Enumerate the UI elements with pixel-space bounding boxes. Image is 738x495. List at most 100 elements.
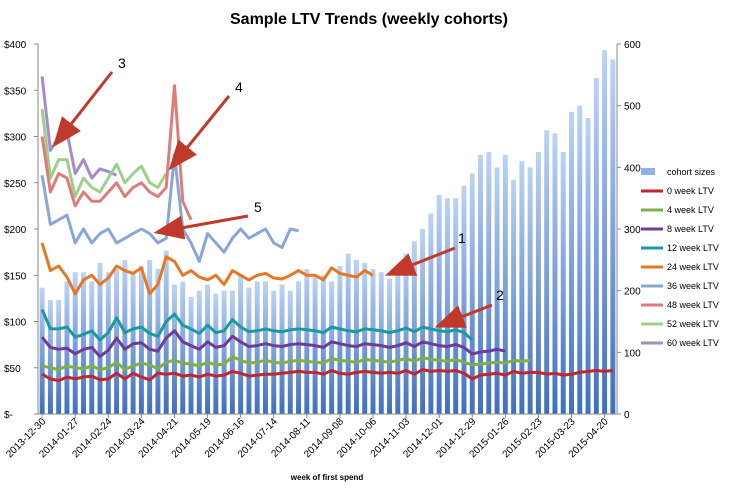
annotation-arrow-3: [52, 71, 114, 148]
cohort-size-bar: [370, 269, 376, 414]
60-week-ltv-line: [40, 76, 118, 180]
cohort-size-bar: [585, 118, 591, 414]
52-week-ltv-line: [40, 108, 168, 199]
legend-entry-12-week-ltv: 12 week LTV: [667, 243, 719, 253]
cohort-size-bar: [428, 213, 434, 414]
cohort-size-bar: [420, 229, 426, 414]
cohort-size-bar: [238, 275, 244, 414]
cohort-size-bar: [527, 167, 533, 414]
annotation-arrow-5: [153, 214, 249, 240]
cohort-size-bar: [378, 272, 384, 414]
left-tick-label: $350: [4, 86, 27, 97]
cohort-size-bar: [345, 253, 351, 414]
cohort-size-bar: [47, 299, 53, 414]
cohort-size-bar: [246, 287, 252, 414]
x-axis-label: week of first spend: [290, 473, 364, 482]
cohort-size-bar: [519, 161, 525, 414]
right-tick-label: 500: [624, 102, 641, 113]
cohort-size-bar: [287, 290, 293, 414]
legend-swatch-cohort-sizes: [641, 168, 655, 175]
cohort-size-bar: [205, 284, 211, 414]
0-week-ltv-line: [41, 368, 614, 383]
cohort-size-bar: [478, 155, 484, 414]
cohort-size-bar: [171, 284, 177, 414]
annotation-label-4: 4: [235, 79, 243, 95]
cohort-size-bar: [403, 253, 409, 414]
legend-entry-48-week-ltv: 48 week LTV: [667, 300, 719, 310]
cohort-size-bar: [544, 130, 550, 415]
annotation-label-3: 3: [118, 55, 126, 71]
right-tick-label: 400: [624, 163, 641, 174]
cohort-size-bar: [511, 179, 517, 414]
cohort-size-bar: [105, 272, 111, 414]
right-tick-label: 200: [624, 287, 641, 298]
annotation-label-2: 2: [496, 287, 504, 303]
cohort-size-bar: [114, 269, 120, 414]
cohort-size-bar: [362, 262, 368, 414]
4-week-ltv-line: [41, 355, 531, 372]
48-week-ltv-line: [40, 84, 193, 221]
cohort-size-bar: [296, 281, 302, 414]
annotation-arrow-1: [384, 246, 456, 276]
cohort-size-bar: [560, 151, 566, 414]
cohort-size-bar: [188, 296, 194, 414]
right-tick-label: 0: [624, 410, 630, 421]
cohort-size-bar: [552, 133, 558, 414]
cohort-size-bar: [122, 259, 128, 414]
cohort-size-bar: [254, 281, 260, 414]
cohort-size-bar: [180, 281, 186, 414]
cohort-size-bar: [56, 299, 62, 414]
cohort-size-bar: [138, 266, 144, 414]
cohort-size-bar: [353, 259, 359, 414]
cohort-size-bar: [337, 266, 343, 414]
right-tick-label: 600: [624, 40, 641, 51]
right-tick-label: 100: [624, 348, 641, 359]
cohort-size-bar: [229, 290, 235, 414]
annotation-label-5: 5: [254, 199, 262, 215]
legend-entry-52-week-ltv: 52 week LTV: [667, 319, 719, 329]
left-tick-label: $50: [4, 364, 21, 375]
cohort-size-bar: [444, 198, 450, 414]
cohort-size-bar: [593, 77, 599, 415]
cohort-size-bar: [39, 287, 45, 414]
left-tick-label: $250: [4, 179, 27, 190]
cohort-size-bar: [411, 241, 417, 414]
12-week-ltv-line: [40, 308, 474, 342]
cohort-size-bar: [602, 50, 608, 415]
cohort-size-bar: [147, 259, 153, 414]
cohort-size-bar: [271, 290, 277, 414]
left-tick-label: $150: [4, 271, 27, 282]
cohort-size-bar: [196, 290, 202, 414]
cohort-size-bar: [163, 250, 169, 414]
cohort-size-bar: [213, 293, 219, 414]
cohort-size-bar: [486, 151, 492, 414]
left-tick-label: $100: [4, 318, 27, 329]
cohort-size-bar: [155, 269, 161, 414]
legend-entry-24-week-ltv: 24 week LTV: [667, 262, 719, 272]
cohort-size-bar: [279, 284, 285, 414]
8-week-ltv-line: [40, 329, 506, 359]
legend-entry-cohort-sizes: cohort sizes: [667, 167, 716, 177]
cohort-size-bar: [81, 272, 86, 414]
legend-entry-4-week-ltv: 4 week LTV: [667, 205, 714, 215]
ltv-lines: [40, 76, 614, 383]
cohort-size-bar: [436, 195, 442, 414]
cohort-size-bar: [610, 59, 616, 415]
left-tick-label: $200: [4, 225, 27, 236]
chart-legend: cohort sizes 0 week LTV 4 week LTV 8 week L…: [641, 167, 719, 348]
36-week-ltv-line: [40, 153, 299, 263]
cohort-size-bar: [577, 105, 583, 415]
legend-entry-36-week-ltv: 36 week LTV: [667, 281, 719, 291]
cohort-size-bar: [72, 272, 78, 414]
cohort-size-bar: [304, 269, 310, 414]
cohort-size-bar: [494, 167, 500, 414]
cohort-size-bar: [569, 111, 574, 414]
annotation-arrow-2: [434, 303, 493, 328]
cohort-size-bar: [469, 173, 475, 414]
cohort-size-bar: [221, 290, 227, 414]
chart-title: Sample LTV Trends (weekly cohorts): [230, 11, 508, 28]
right-tick-label: 300: [624, 225, 641, 236]
left-tick-label: $-: [4, 410, 13, 421]
left-tick-label: $400: [4, 40, 27, 51]
